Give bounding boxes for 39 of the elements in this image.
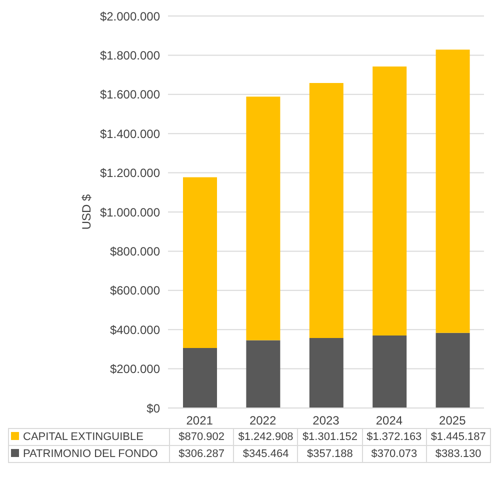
data-label: $870.902: [170, 428, 234, 446]
data-label: $370.073: [362, 446, 426, 462]
data-label: $1.301.152: [298, 428, 362, 446]
data-label: $383.130: [426, 446, 490, 462]
y-tick-label: $1.000.000: [100, 205, 160, 220]
data-label: $357.188: [298, 446, 362, 462]
data-label: $1.242.908: [234, 428, 298, 446]
x-tick-label: 2021: [186, 414, 214, 428]
y-tick-label: $1.400.000: [100, 126, 160, 141]
bar: [436, 332, 470, 408]
data-label: $1.372.163: [362, 428, 426, 446]
y-tick-label: $1.600.000: [100, 88, 160, 102]
data-label: $306.287: [170, 446, 234, 462]
data-label: $1.445.187: [426, 428, 490, 446]
y-tick-label: $1.200.000: [100, 166, 160, 180]
y-tick-label: $2.000.000: [100, 9, 160, 24]
x-tick-label: 2025: [439, 414, 466, 428]
x-tick-label: 2023: [312, 414, 340, 428]
x-tick-label: 2024: [376, 414, 403, 428]
legend-label: CAPITAL EXTINGUIBLE: [8, 428, 170, 446]
bar: [183, 177, 217, 348]
bar: [372, 66, 407, 336]
bar: [309, 338, 344, 408]
y-tick-label: $600.000: [110, 284, 160, 298]
data-label: $345.464: [234, 446, 298, 462]
bar: [246, 340, 280, 408]
bar: [309, 82, 344, 338]
y-tick-label: $0: [146, 401, 160, 416]
bar: [246, 96, 280, 340]
y-tick-label: $1.800.000: [100, 48, 160, 62]
x-tick-label: 2022: [249, 414, 276, 428]
y-tick-label: $400.000: [110, 322, 160, 337]
y-tick-label: $800.000: [110, 244, 160, 258]
bar: [436, 50, 470, 333]
bar: [372, 335, 407, 408]
y-axis-title: USD $: [79, 194, 94, 230]
legend-label: PATRIMONIO DEL FONDO: [8, 446, 170, 462]
bar: [183, 348, 217, 408]
y-tick-label: $200.000: [110, 362, 160, 376]
